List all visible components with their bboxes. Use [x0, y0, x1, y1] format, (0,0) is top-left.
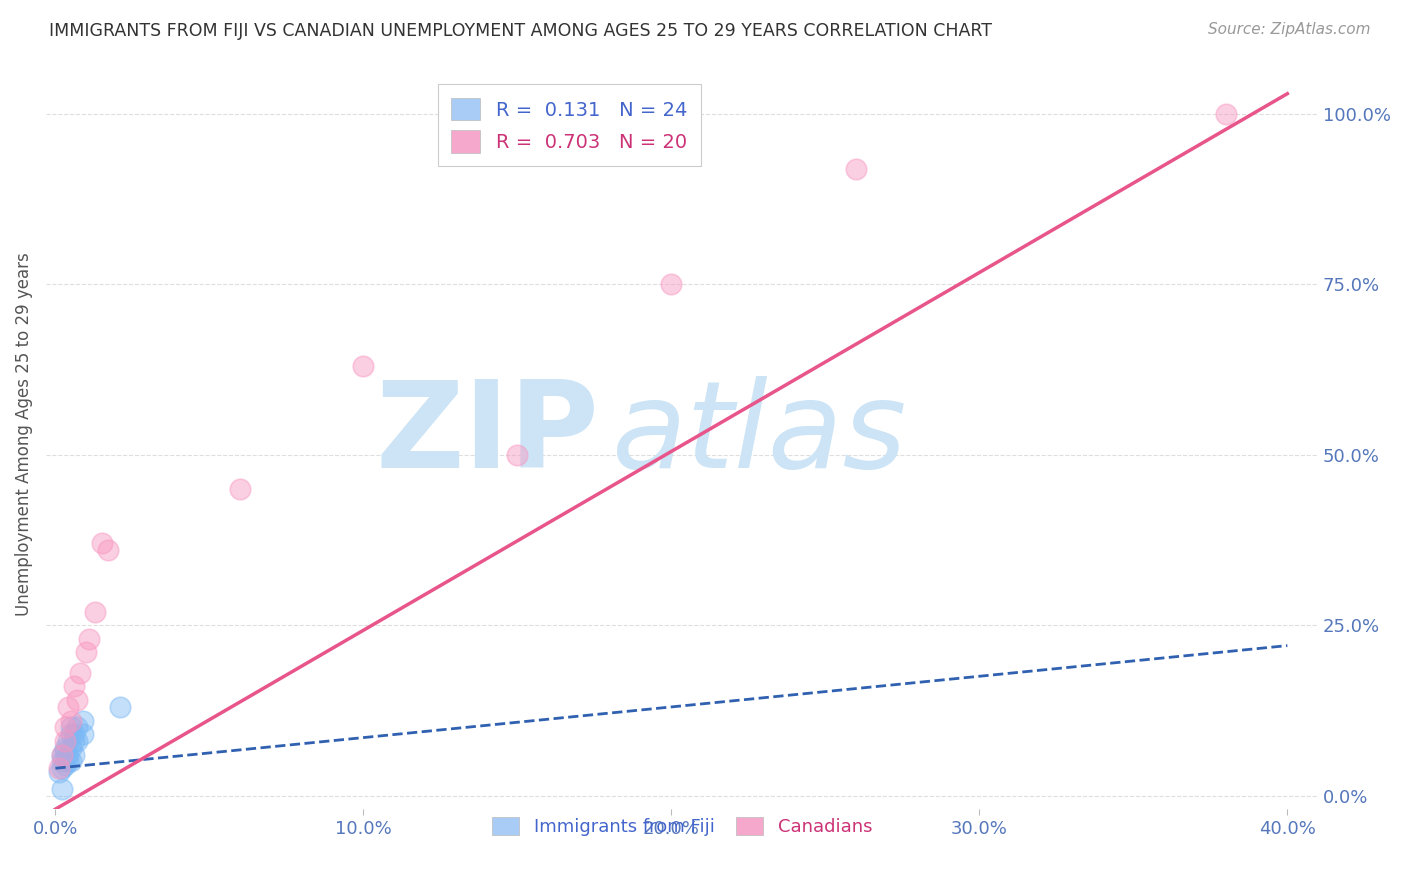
Point [53, 744, 76, 758]
Point [51, 747, 73, 762]
Point [63, 734, 86, 748]
Point [84, 605, 107, 619]
Point [63, 747, 86, 762]
Point [69, 665, 91, 680]
Point [90, 536, 112, 550]
Point [53, 757, 76, 772]
Point [51, 781, 73, 796]
Point [59, 740, 82, 755]
Point [59, 714, 82, 728]
Text: Source: ZipAtlas.com: Source: ZipAtlas.com [1208, 22, 1371, 37]
Point [229, 482, 252, 496]
Point [51, 747, 73, 762]
Point [56, 734, 79, 748]
Point [56, 747, 79, 762]
Point [72, 714, 94, 728]
Point [53, 734, 76, 748]
Point [72, 727, 94, 741]
Text: atlas: atlas [612, 376, 908, 493]
Point [63, 680, 86, 694]
Point [66, 734, 89, 748]
Point [75, 645, 97, 659]
Point [79, 632, 101, 646]
Point [53, 751, 76, 765]
Point [51, 755, 73, 769]
Point [53, 720, 76, 734]
Point [66, 720, 89, 734]
Legend: Immigrants from Fiji, Canadians: Immigrants from Fiji, Canadians [484, 807, 882, 845]
Point [59, 720, 82, 734]
Point [51, 761, 73, 775]
Point [506, 448, 529, 462]
Point [48, 764, 70, 779]
Point [53, 740, 76, 755]
Point [661, 277, 683, 292]
Point [845, 161, 868, 176]
Point [1215, 107, 1237, 121]
Point [59, 755, 82, 769]
Text: IMMIGRANTS FROM FIJI VS CANADIAN UNEMPLOYMENT AMONG AGES 25 TO 29 YEARS CORRELAT: IMMIGRANTS FROM FIJI VS CANADIAN UNEMPLO… [49, 22, 993, 40]
Point [352, 359, 374, 374]
Y-axis label: Unemployment Among Ages 25 to 29 years: Unemployment Among Ages 25 to 29 years [15, 252, 32, 616]
Point [48, 761, 70, 775]
Point [97, 543, 120, 558]
Point [63, 727, 86, 741]
Point [56, 700, 79, 714]
Point [66, 693, 89, 707]
Point [59, 727, 82, 741]
Text: ZIP: ZIP [375, 376, 599, 493]
Point [56, 755, 79, 769]
Point [108, 700, 131, 714]
